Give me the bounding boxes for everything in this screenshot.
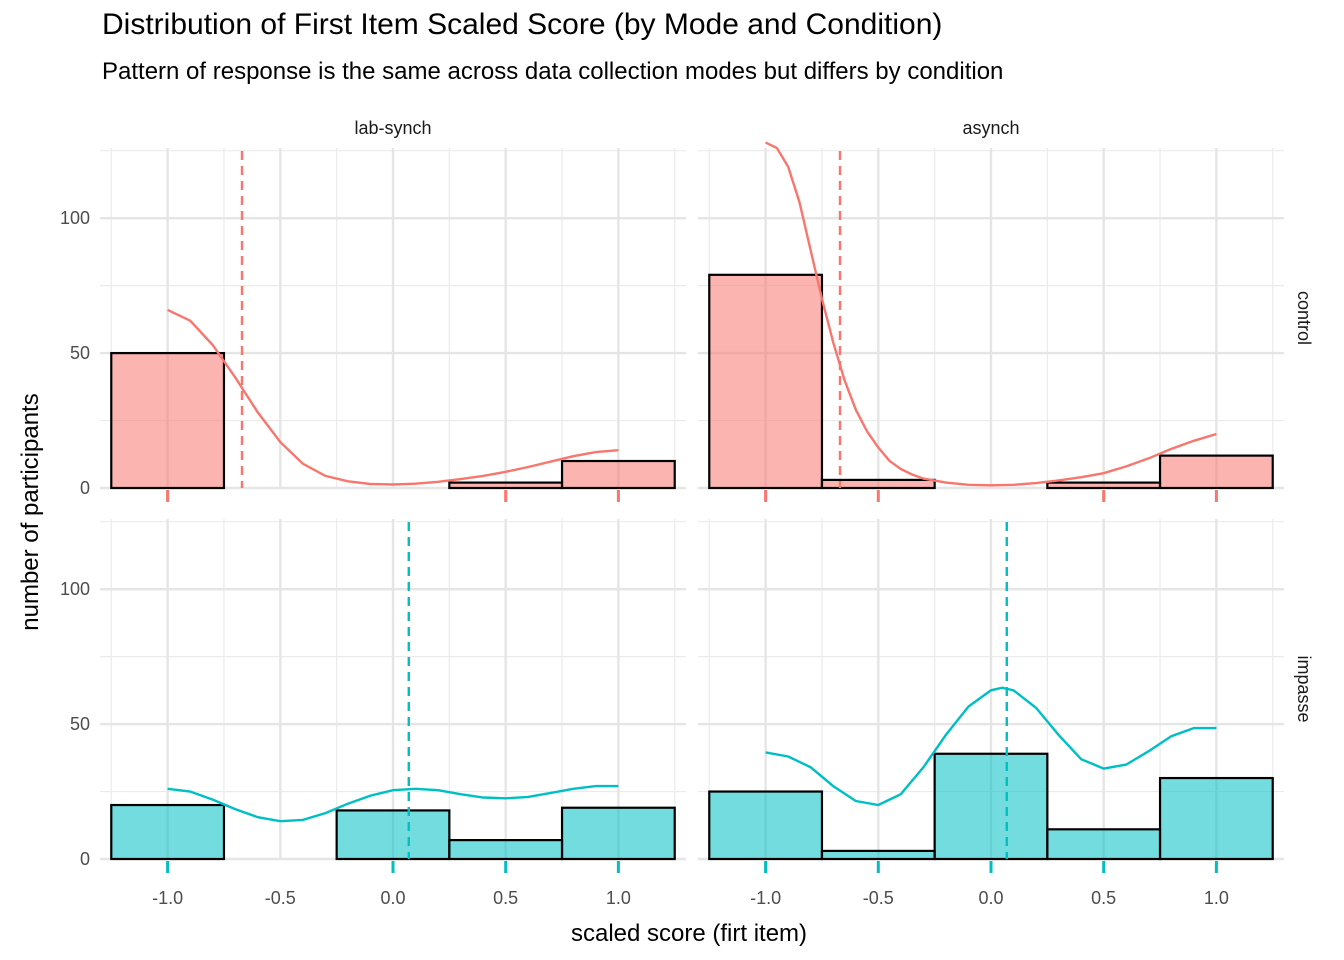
rug-marks xyxy=(166,490,620,502)
histogram-bar xyxy=(933,752,1049,861)
x-tick-label: -1.0 xyxy=(750,888,781,908)
strip-label-lab-synch: lab-synch xyxy=(354,118,431,138)
histogram-bar xyxy=(448,481,564,490)
panel-lab-synch-control xyxy=(100,148,686,502)
density-curve xyxy=(765,686,1217,807)
rug-marks xyxy=(764,861,1218,873)
histogram-bar xyxy=(1158,776,1274,861)
x-tick-label: 1.0 xyxy=(606,888,631,908)
density-curve xyxy=(765,141,1217,487)
density-curve xyxy=(167,308,619,486)
rug-marks xyxy=(764,490,1218,502)
x-tick-label: -0.5 xyxy=(265,888,296,908)
x-tick-label: -0.5 xyxy=(863,888,894,908)
axis-tick-labels: 0 50 100 0 50 100 -1.0 -0.5 0.0 0.5 1.0 -1.0 -0.5 0.0… xyxy=(60,208,1229,908)
panel-asynch-impasse xyxy=(698,519,1284,873)
histogram-bar xyxy=(708,273,824,490)
panel-asynch-control xyxy=(698,141,1284,502)
chart-title: Distribution of First Item Scaled Score … xyxy=(102,8,943,41)
histogram-bar xyxy=(820,478,936,490)
histogram-bar xyxy=(820,849,936,861)
x-axis-title: scaled score (firt item) xyxy=(571,920,807,947)
y-tick-label: 100 xyxy=(60,579,90,599)
x-tick-label: 0.0 xyxy=(978,888,1003,908)
chart-subtitle: Pattern of response is the same across d… xyxy=(102,58,1004,85)
x-tick-label: 0.0 xyxy=(380,888,405,908)
histogram-bar xyxy=(335,809,451,861)
density-curve xyxy=(167,784,619,823)
y-tick-label: 0 xyxy=(80,849,90,869)
y-axis-title: number of participants xyxy=(17,393,44,630)
panel-lab-synch-impasse xyxy=(100,519,686,873)
x-tick-label: 0.5 xyxy=(493,888,518,908)
histogram-bar xyxy=(708,790,824,861)
histogram-bar xyxy=(110,351,226,490)
histogram-bar xyxy=(110,803,226,861)
histogram-bar xyxy=(560,459,676,490)
rug-marks xyxy=(166,861,620,873)
histogram-bars xyxy=(110,803,676,861)
histogram-bars xyxy=(708,273,1274,490)
strip-label-asynch: asynch xyxy=(962,118,1019,138)
x-tick-label: 1.0 xyxy=(1204,888,1229,908)
y-tick-label: 50 xyxy=(70,343,90,363)
y-tick-label: 50 xyxy=(70,714,90,734)
x-tick-label: 0.5 xyxy=(1091,888,1116,908)
y-tick-label: 100 xyxy=(60,208,90,228)
panels-layer xyxy=(100,141,1284,873)
histogram-bar xyxy=(1046,481,1162,490)
histogram-bar xyxy=(448,839,564,861)
strip-label-impasse: impasse xyxy=(1294,655,1314,722)
histogram-bars xyxy=(110,351,676,490)
x-tick-label: -1.0 xyxy=(152,888,183,908)
histogram-bars xyxy=(708,752,1274,861)
strip-labels: lab-synch asynch control impasse xyxy=(354,118,1314,723)
strip-label-control: control xyxy=(1294,291,1314,345)
grid-lines xyxy=(100,519,686,861)
histogram-bar xyxy=(560,806,676,861)
histogram-bar xyxy=(1046,828,1162,861)
y-tick-label: 0 xyxy=(80,478,90,498)
histogram-bar xyxy=(1158,454,1274,490)
